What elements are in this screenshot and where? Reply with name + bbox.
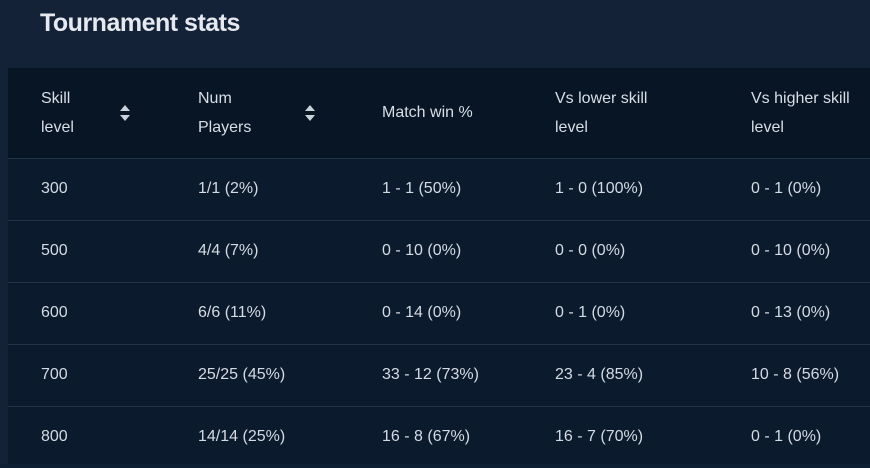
cell-skill-level: 300 [41,180,68,197]
column-header-label: level [41,118,74,136]
cell-vs-higher: 0 - 10 (0%) [751,242,831,259]
column-header-label: level [751,118,784,136]
cell-vs-higher: 10 - 8 (56%) [751,366,840,383]
cell-num-players: 1/1 (2%) [198,180,259,197]
page-title: Tournament stats [40,9,240,37]
cell-match-win: 0 - 10 (0%) [382,242,462,259]
sort-up-down-icon[interactable] [304,104,316,122]
cell-vs-lower: 0 - 1 (0%) [555,304,626,321]
table-row: 800 14/14 (25%) 16 - 8 (67%) 16 - 7 (70%… [8,406,870,468]
cell-match-win: 0 - 14 (0%) [382,304,462,321]
cell-skill-level: 700 [41,366,68,383]
cell-num-players: 25/25 (45%) [198,366,286,383]
table-row: 300 1/1 (2%) 1 - 1 (50%) 1 - 0 (100%) 0 … [8,158,870,220]
column-header-vs-lower: Vs lower skill level [555,68,751,158]
cell-match-win: 1 - 1 (50%) [382,180,462,197]
cell-num-players: 6/6 (11%) [198,304,267,321]
column-header-skill-level[interactable]: Skill level [8,68,198,158]
column-header-vs-higher: Vs higher skill level [751,68,870,158]
cell-vs-higher: 0 - 13 (0%) [751,304,831,321]
column-header-label: Vs lower skill [555,89,648,107]
column-header-label: Vs higher skill [751,89,850,107]
cell-vs-higher: 0 - 1 (0%) [751,428,822,446]
table-header-row: Skill level Num Players [8,68,870,158]
cell-skill-level: 500 [41,242,68,259]
cell-match-win: 16 - 8 (67%) [382,428,471,446]
cell-vs-higher: 0 - 1 (0%) [751,180,822,197]
cell-vs-lower: 23 - 4 (85%) [555,366,644,383]
cell-match-win: 33 - 12 (73%) [382,366,479,383]
column-header-label: Num [198,89,232,107]
panel-header: Tournament stats [0,0,870,68]
sort-up-down-icon[interactable] [119,104,131,122]
cell-num-players: 14/14 (25%) [198,428,286,446]
stats-table-container: Skill level Num Players [8,68,870,464]
column-header-match-win: Match win % [382,68,555,158]
column-header-label: Skill [41,89,71,107]
stats-table: Skill level Num Players [8,68,870,468]
table-row: 700 25/25 (45%) 33 - 12 (73%) 23 - 4 (85… [8,344,870,406]
cell-skill-level: 800 [41,428,68,446]
column-header-label: Match win % [382,104,473,122]
cell-vs-lower: 1 - 0 (100%) [555,180,644,197]
column-header-label: level [555,118,588,136]
table-row: 600 6/6 (11%) 0 - 14 (0%) 0 - 1 (0%) 0 -… [8,282,870,344]
cell-vs-lower: 16 - 7 (70%) [555,428,644,446]
cell-num-players: 4/4 (7%) [198,242,259,259]
column-header-label: Players [198,118,252,136]
column-header-num-players[interactable]: Num Players [198,68,382,158]
cell-vs-lower: 0 - 0 (0%) [555,242,626,259]
cell-skill-level: 600 [41,304,68,321]
table-row: 500 4/4 (7%) 0 - 10 (0%) 0 - 0 (0%) 0 - … [8,220,870,282]
